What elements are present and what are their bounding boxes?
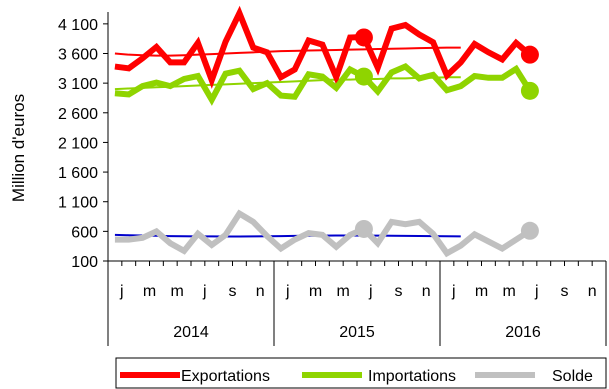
y-tick-label: 3 100: [58, 76, 98, 93]
year-label: 2015: [339, 324, 375, 341]
series-line: [114, 63, 533, 106]
trend-line: [114, 46, 461, 57]
y-tick-label: 2 600: [58, 106, 98, 123]
x-tick-label: s: [229, 283, 237, 300]
y-tick-label: 100: [71, 254, 98, 271]
x-tick-label: n: [588, 283, 597, 300]
series-lines: [114, 5, 539, 258]
y-tick-label: 1 600: [58, 165, 98, 182]
year-label: 2014: [173, 324, 209, 341]
x-tick-label: m: [143, 283, 156, 300]
x-tick-label: m: [309, 283, 322, 300]
x-tick-label: m: [503, 283, 516, 300]
series-marker: [354, 219, 373, 238]
series-marker: [520, 221, 539, 240]
x-tick-label: m: [171, 283, 184, 300]
y-tick-label: 1 100: [58, 195, 98, 212]
x-tick-label: s: [395, 283, 403, 300]
legend-label: Exportations: [181, 368, 270, 385]
x-tick-label: j: [451, 283, 456, 300]
y-tick-label: 600: [71, 224, 98, 241]
x-tick-label: n: [256, 283, 265, 300]
x-tick-label: s: [561, 283, 569, 300]
legend-label: Solde: [552, 368, 593, 385]
y-tick-label: 4 100: [58, 17, 98, 34]
x-tick-label: m: [337, 283, 350, 300]
trend-line: [114, 233, 461, 238]
x-tick-label: j: [202, 283, 207, 300]
y-tick-label: 2 100: [58, 135, 98, 152]
series-marker: [354, 28, 373, 47]
x-tick-label: m: [475, 283, 488, 300]
x-tick-label: j: [368, 283, 373, 300]
x-tick-label: n: [422, 283, 431, 300]
legend: Exportations Importations Solde: [115, 357, 607, 389]
y-tick-label: 3 600: [58, 47, 98, 64]
series-marker: [520, 81, 539, 100]
x-tick-label: j: [285, 283, 290, 300]
series-marker: [520, 45, 539, 64]
y-axis: 100 600 1 100 1 600 2 100 2 600 3 100 3 600 4 10…: [58, 12, 109, 271]
y-axis-label: Million d'euros: [9, 94, 28, 202]
series-marker: [354, 67, 373, 86]
legend-label: Importations: [368, 368, 456, 385]
series-line: [114, 209, 532, 258]
series-line: [114, 5, 532, 89]
x-tick-label: j: [534, 283, 539, 300]
x-tick-label: j: [119, 283, 124, 300]
year-label: 2016: [505, 324, 541, 341]
